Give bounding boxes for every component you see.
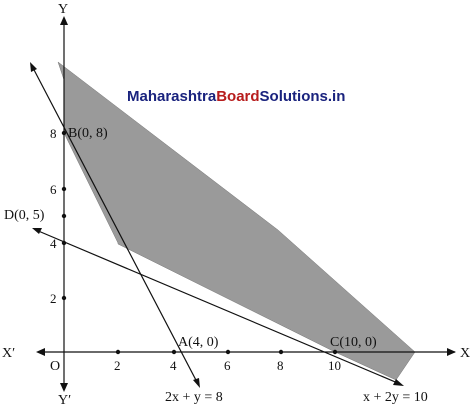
x-tick-label-8: 8 xyxy=(277,358,284,373)
y-tick-dot-6 xyxy=(61,186,67,192)
line1-equation-label: 2x + y = 8 xyxy=(165,390,223,405)
line-x-plus-2y-eq-10 xyxy=(35,229,401,385)
x-tick-dot-4 xyxy=(171,349,177,355)
x-tick-dot-10 xyxy=(332,349,338,355)
x-tick-label-4: 4 xyxy=(170,358,177,373)
point-c-label: C(10, 0) xyxy=(330,335,377,350)
x-axis-label: X xyxy=(460,346,470,361)
x-tick-dot-8 xyxy=(278,349,284,355)
point-d-label: D(0, 5) xyxy=(4,208,45,223)
y-tick-label-4: 4 xyxy=(50,236,57,251)
watermark-text: MaharashtraBoardSolutions.in xyxy=(127,88,345,105)
watermark-part-2: Board xyxy=(216,88,259,105)
x-tick-dot-6 xyxy=(225,349,231,355)
y-tick-label-6: 6 xyxy=(50,182,57,197)
y-tick-dot-8 xyxy=(61,130,67,136)
y-tick-dot-2 xyxy=(61,295,67,301)
x-axis-arrow-right xyxy=(447,348,456,356)
origin-label: O xyxy=(50,359,60,374)
point-b-label: B(0, 8) xyxy=(68,126,108,141)
y-tick-label-2: 2 xyxy=(50,291,57,306)
x-tick-label-2: 2 xyxy=(114,358,121,373)
line-2x-plus-y-eq-8 xyxy=(31,65,199,385)
line1-arrow-top xyxy=(30,62,37,72)
x-axis-arrow-left xyxy=(36,348,45,356)
x-neg-axis-label: X′ xyxy=(2,346,15,361)
line2-arrow-left xyxy=(32,228,42,234)
line2-equation-label: x + 2y = 10 xyxy=(363,390,428,405)
y-axis-label: Y xyxy=(58,2,68,17)
watermark-part-3: Solutions.in xyxy=(260,88,346,105)
y-axis-arrow-up xyxy=(60,16,68,25)
y-tick-dot-5 xyxy=(61,213,67,219)
x-tick-dot-2 xyxy=(115,349,121,355)
y-tick-label-8: 8 xyxy=(50,126,57,141)
watermark-part-1: Maharashtra xyxy=(127,88,217,105)
point-a-label: A(4, 0) xyxy=(178,335,219,350)
feasible-region xyxy=(57,61,416,381)
x-tick-label-10: 10 xyxy=(328,358,341,373)
y-axis-arrow-down xyxy=(60,383,68,392)
x-tick-label-6: 6 xyxy=(224,358,231,373)
line1-arrow-bottom xyxy=(193,378,200,388)
y-tick-dot-4 xyxy=(61,240,67,246)
line2-arrow-right xyxy=(393,379,404,386)
y-neg-axis-label: Y′ xyxy=(58,393,71,408)
